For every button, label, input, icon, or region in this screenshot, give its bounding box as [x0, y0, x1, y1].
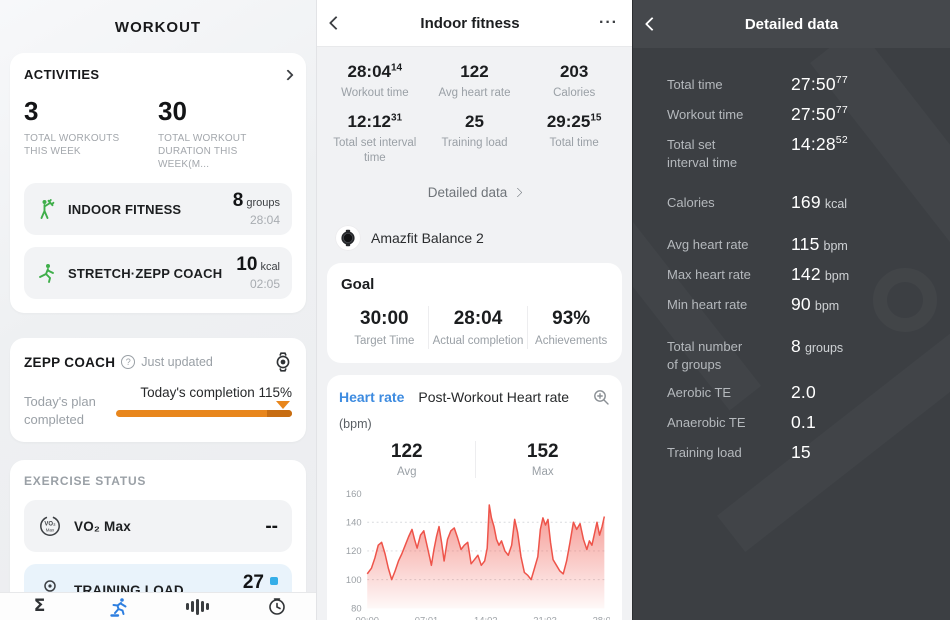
goal-stat: 28:04 Actual completion [427, 306, 528, 350]
tab-post-workout-heart-rate[interactable]: Post-Workout Heart rate [418, 389, 570, 406]
status-item-value: -- [265, 515, 278, 537]
screen-title: Indoor fitness [420, 14, 520, 32]
activities-header: ACTIVITIES [24, 67, 100, 82]
zepp-coach-status: Just updated [141, 355, 213, 369]
goal-card: Goal 30:00 Target Time 28:04 Actual complet… [327, 263, 622, 364]
summary-stat: 12:1231 Total set interval time [333, 112, 417, 164]
indoor-fitness-detail-screen: Indoor fitness ··· 28:0414 Workout time 12… [317, 0, 633, 620]
svg-text:VO₂: VO₂ [44, 522, 56, 528]
workout-value: 10 [236, 254, 258, 275]
zepp-coach-title: ZEPP COACH [24, 354, 116, 370]
nav-summary-sigma-icon[interactable]: Σ [33, 596, 46, 616]
detail-row: Total number of groups 8 groups [667, 336, 844, 372]
chevron-right-icon [512, 187, 523, 198]
goal-stats: 30:00 Target Time 28:04 Actual completion 93… [341, 306, 614, 350]
right-header: Detailed data [633, 0, 950, 48]
activities-card: ACTIVITIES 3 TOTAL WORKOUTS THIS WEEK 30… [10, 53, 306, 313]
max-heart-rate-stat: 152 Max [474, 441, 611, 479]
svg-text:28:04: 28:04 [593, 614, 610, 620]
workout-unit: groups [246, 197, 280, 209]
detail-row: Min heart rate 90 bpm [667, 294, 840, 315]
workout-value: 8 [232, 190, 244, 211]
svg-text:14:02: 14:02 [474, 614, 498, 620]
avg-heart-rate-stat: 122 Avg [390, 441, 423, 479]
level-indicator [270, 576, 278, 585]
workout-name: STRETCH·ZEPP COACH [68, 265, 223, 281]
detail-row: Max heart rate 142 bpm [667, 264, 850, 285]
nav-discover-equalizer-icon[interactable] [178, 595, 218, 619]
device-avatar [335, 225, 361, 252]
detail-row: Avg heart rate 115 bpm [667, 234, 848, 255]
svg-text:160: 160 [346, 488, 362, 499]
page-title: WORKOUT [114, 19, 202, 36]
completion-label: Today's completion 115% [140, 385, 292, 400]
svg-text:80: 80 [351, 603, 361, 614]
goal-stat: 93% Achievements [527, 306, 614, 350]
bottom-nav: Σ [0, 592, 316, 620]
detail-row: Training load 15 [667, 442, 811, 463]
workout-unit: kcal [260, 261, 280, 273]
summary-stat: 122 Avg heart rate [438, 62, 511, 99]
workout-home-screen: WORKOUT ACTIVITIES 3 TOTAL WORKOUTS THIS… [0, 0, 317, 620]
dumbbell-person-icon [40, 199, 55, 219]
device-row: Amazfit Balance 2 [335, 225, 632, 252]
more-menu-icon[interactable]: ··· [599, 13, 618, 31]
summary-stat: 203 Calories [553, 62, 596, 99]
vo2max-row[interactable]: VO₂ Max VO₂ Max -- [24, 500, 292, 553]
vo2max-icon: VO₂ Max [40, 516, 60, 537]
detail-row: Calories 169 kcal [667, 192, 848, 213]
stretch-person-icon [39, 264, 54, 283]
total-duration-stat: 30 TOTAL WORKOUT DURATION THIS WEEK(M... [158, 96, 247, 170]
detail-row: Workout time 27:5077 [667, 104, 848, 124]
workout-name: INDOOR FITNESS [68, 201, 182, 217]
svg-text:140: 140 [346, 517, 362, 528]
goal-stat: 30:00 Target Time [354, 308, 415, 348]
todays-plan-text: Today's plan completed [24, 394, 96, 427]
detail-row: Anaerobic TE 0.1 [667, 412, 816, 433]
zoom-in-icon[interactable] [593, 389, 610, 411]
detail-rows: Total time 27:5077 Workout time 27:5077 Tota… [633, 48, 950, 463]
exercise-status-header: EXERCISE STATUS [24, 474, 147, 489]
svg-text:Max: Max [46, 528, 55, 533]
heart-rate-card: Heart rate Post-Workout Heart rate (bpm) [327, 375, 622, 620]
detail-row: Total time 27:5077 [667, 74, 848, 94]
watch-avatar-icon [341, 229, 355, 247]
detailed-data-link[interactable]: Detailed data [317, 185, 632, 200]
status-item-value: 27 [242, 571, 264, 593]
detail-row: Aerobic TE 2.0 [667, 382, 816, 403]
svg-text:07:01: 07:01 [415, 614, 439, 620]
nav-workout-runner-icon[interactable] [99, 595, 139, 619]
nav-device-watch-icon[interactable] [257, 595, 297, 619]
chart-unit-label: (bpm) [339, 417, 372, 432]
help-icon[interactable]: ? [121, 355, 136, 369]
watch-icon [276, 352, 290, 372]
svg-text:00:00: 00:00 [355, 614, 379, 620]
workout-summary-grid: 28:0414 Workout time 122 Avg heart rate 203 C… [317, 47, 632, 171]
detail-row: Total set interval time 14:2852 [667, 134, 848, 170]
summary-stat: 29:2515 Total time [546, 112, 602, 150]
device-name: Amazfit Balance 2 [371, 230, 484, 247]
workout-duration: 02:05 [249, 277, 280, 291]
workout-row-stretch[interactable]: STRETCH·ZEPP COACH 10 kcal 02:05 [24, 247, 292, 299]
svg-text:21:03: 21:03 [533, 614, 557, 620]
goal-title: Goal [341, 276, 375, 294]
tab-heart-rate[interactable]: Heart rate [339, 389, 405, 406]
svg-text:120: 120 [346, 545, 362, 556]
screen-title: Detailed data [744, 15, 839, 33]
progress-marker-icon [276, 401, 290, 409]
summary-stat: 25 Training load [441, 112, 508, 150]
workout-duration: 28:04 [249, 213, 280, 227]
status-item-name: VO₂ Max [74, 518, 131, 534]
chevron-right-icon[interactable] [282, 68, 294, 81]
zepp-coach-card: ZEPP COACH ? Just updated Today's plan c… [10, 338, 306, 443]
workout-row-indoor-fitness[interactable]: INDOOR FITNESS 8 groups 28:04 [24, 183, 292, 235]
completion-progress-bar [116, 401, 292, 417]
total-workouts-stat: 3 TOTAL WORKOUTS THIS WEEK [24, 96, 120, 157]
summary-stat: 28:0414 Workout time [341, 62, 409, 99]
svg-text:100: 100 [346, 574, 362, 585]
middle-header: Indoor fitness ··· [317, 0, 632, 47]
detailed-data-screen: Detailed data Total time 27:5077 Workout t… [633, 0, 950, 620]
